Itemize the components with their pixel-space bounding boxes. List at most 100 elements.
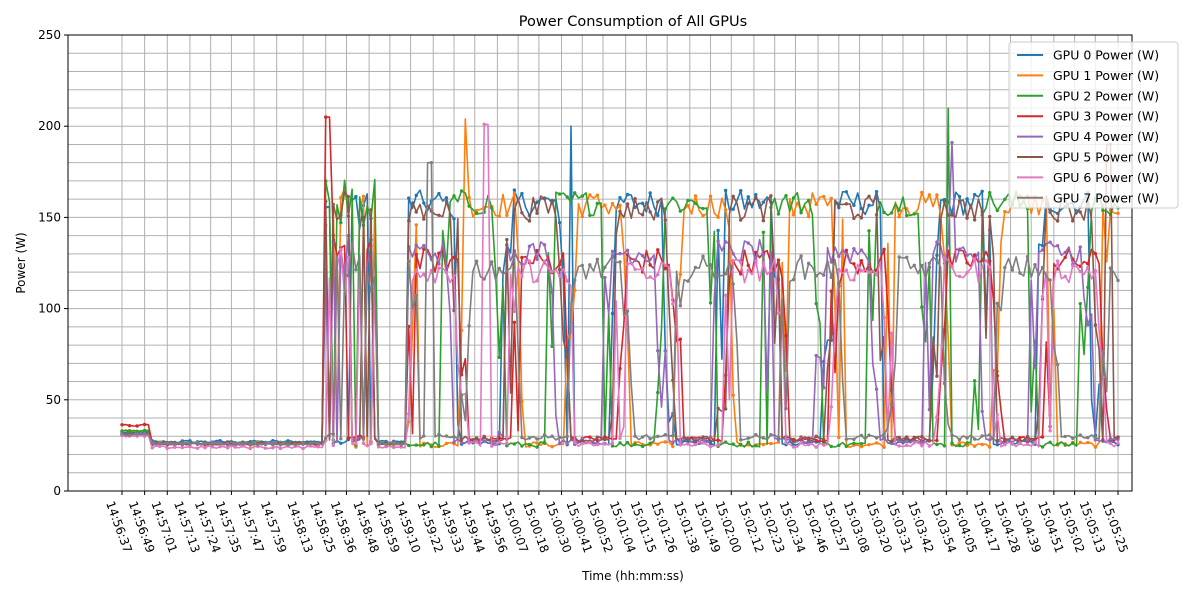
data-point — [407, 259, 411, 264]
data-point — [988, 265, 992, 269]
data-point — [965, 270, 969, 275]
data-point — [603, 437, 607, 442]
data-point — [814, 274, 818, 278]
data-point — [422, 434, 426, 438]
data-point — [603, 442, 607, 446]
data-point — [603, 203, 607, 207]
data-point — [391, 441, 396, 446]
data-point — [678, 337, 683, 341]
data-point — [912, 212, 916, 216]
data-point — [656, 200, 660, 204]
data-point — [656, 248, 660, 252]
data-point — [1116, 435, 1120, 439]
data-point — [580, 194, 584, 198]
data-point — [474, 259, 479, 263]
data-point — [723, 272, 728, 276]
data-point — [920, 444, 924, 448]
data-point — [633, 267, 637, 271]
data-point — [957, 441, 962, 445]
data-point — [346, 255, 351, 260]
data-point — [701, 206, 705, 211]
data-point — [1108, 436, 1113, 441]
data-point — [1071, 219, 1075, 223]
data-point — [482, 439, 486, 444]
data-point — [859, 216, 864, 220]
data-point — [897, 439, 901, 443]
data-point — [580, 214, 584, 219]
data-point — [784, 441, 788, 445]
data-point — [497, 266, 501, 271]
data-point — [173, 445, 177, 449]
data-point — [331, 432, 335, 436]
data-point — [663, 218, 667, 222]
data-point — [701, 213, 705, 218]
data-point — [708, 439, 713, 444]
data-point — [407, 443, 411, 448]
data-point — [565, 279, 569, 283]
data-point — [1101, 208, 1105, 213]
data-point — [618, 209, 622, 214]
data-point — [293, 442, 298, 447]
data-point — [1078, 301, 1082, 306]
data-point — [1063, 255, 1067, 260]
data-point — [950, 140, 954, 145]
data-point — [429, 160, 434, 165]
data-point — [248, 442, 252, 446]
data-point — [686, 442, 690, 446]
data-point — [527, 436, 532, 440]
data-point — [452, 217, 456, 221]
data-point — [648, 257, 652, 262]
data-point — [844, 437, 849, 441]
legend-label-gpu-6: GPU 6 Power (W) — [1053, 170, 1159, 185]
data-point — [535, 441, 539, 445]
data-point — [361, 441, 366, 446]
data-point — [814, 353, 818, 358]
data-point — [1071, 264, 1075, 268]
data-point — [935, 193, 939, 197]
data-point — [1063, 274, 1067, 279]
data-point — [542, 197, 547, 201]
data-point — [708, 263, 713, 267]
data-point — [708, 444, 713, 449]
data-point — [422, 201, 426, 205]
data-point — [799, 254, 803, 258]
data-point — [467, 195, 471, 200]
data-point — [897, 208, 901, 212]
data-point — [837, 202, 841, 207]
data-point — [580, 263, 584, 268]
data-point — [1025, 438, 1030, 442]
data-point — [1048, 440, 1052, 445]
data-point — [369, 208, 373, 212]
data-point — [520, 444, 524, 448]
data-point — [950, 441, 954, 445]
data-point — [407, 196, 411, 200]
y-tick-label: 100 — [38, 302, 61, 316]
data-point — [633, 258, 637, 263]
data-point — [625, 248, 630, 252]
data-point — [995, 301, 999, 305]
data-point — [437, 251, 441, 255]
data-point — [920, 190, 924, 195]
data-point — [1003, 443, 1007, 447]
data-point — [527, 259, 532, 263]
data-point — [520, 211, 524, 215]
data-point — [852, 278, 856, 282]
data-point — [678, 272, 683, 277]
data-point — [1078, 440, 1082, 444]
data-point — [829, 444, 833, 449]
data-point — [407, 412, 411, 416]
legend-label-gpu-2: GPU 2 Power (W) — [1053, 88, 1159, 103]
data-point — [822, 273, 826, 277]
data-point — [580, 439, 584, 443]
data-point — [248, 446, 252, 451]
data-point — [791, 213, 796, 217]
data-point — [603, 265, 607, 269]
data-point — [286, 442, 290, 447]
data-point — [376, 442, 381, 446]
data-point — [610, 444, 615, 448]
data-point — [731, 282, 735, 286]
data-point — [693, 439, 698, 444]
data-point — [429, 444, 434, 449]
data-point — [158, 441, 162, 445]
data-point — [505, 269, 509, 273]
